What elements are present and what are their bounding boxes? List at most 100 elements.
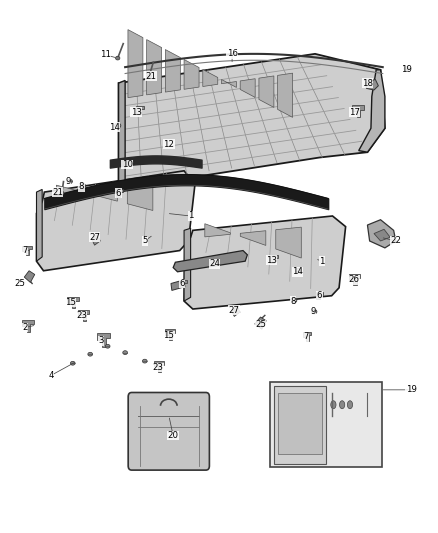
Polygon shape [166,50,180,92]
Text: 7: 7 [22,246,28,255]
Text: 3: 3 [99,336,104,345]
Text: 27: 27 [89,233,100,242]
Text: 17: 17 [349,108,360,117]
Ellipse shape [147,74,151,78]
Polygon shape [270,255,278,263]
Text: 25: 25 [15,279,26,288]
Polygon shape [352,106,364,117]
Text: 26: 26 [349,275,360,284]
Polygon shape [153,361,164,372]
Polygon shape [374,229,390,241]
Ellipse shape [311,310,317,314]
Polygon shape [203,69,218,86]
Text: 12: 12 [163,140,174,149]
Text: 14: 14 [292,268,303,276]
Text: 19: 19 [401,66,412,74]
Polygon shape [92,235,100,245]
Polygon shape [92,191,117,201]
FancyBboxPatch shape [274,386,326,464]
Polygon shape [36,171,195,271]
Text: 19: 19 [406,385,417,394]
Ellipse shape [339,401,345,409]
Polygon shape [255,317,266,329]
Text: 1: 1 [319,257,325,265]
Ellipse shape [67,179,72,184]
Ellipse shape [347,401,353,409]
Text: 10: 10 [122,160,133,169]
Text: 24: 24 [209,260,220,268]
Ellipse shape [123,351,127,354]
Text: 15: 15 [163,331,174,340]
Ellipse shape [404,67,410,71]
Text: 2: 2 [22,323,28,332]
Polygon shape [171,280,185,290]
Polygon shape [184,60,199,90]
Ellipse shape [295,268,302,273]
Polygon shape [21,320,34,333]
Polygon shape [278,393,321,454]
Polygon shape [240,79,255,98]
Polygon shape [231,306,240,317]
Ellipse shape [116,56,120,60]
Text: 21: 21 [146,71,157,80]
Polygon shape [367,220,396,248]
Text: 9: 9 [66,177,71,186]
Text: 6: 6 [179,279,185,288]
Ellipse shape [115,123,121,128]
Polygon shape [22,246,32,255]
Text: 5: 5 [142,237,148,246]
Text: 15: 15 [65,298,76,307]
FancyBboxPatch shape [270,382,382,467]
Polygon shape [24,271,35,282]
Text: 6: 6 [317,291,322,300]
Polygon shape [137,106,145,114]
Text: 7: 7 [304,332,309,341]
Polygon shape [116,189,124,197]
Polygon shape [57,185,82,200]
Polygon shape [365,79,378,90]
Ellipse shape [331,401,336,409]
Ellipse shape [71,361,75,365]
Text: 6: 6 [116,189,121,198]
Polygon shape [316,292,323,300]
Polygon shape [259,76,274,108]
Polygon shape [180,280,187,287]
Polygon shape [119,54,385,188]
Text: 16: 16 [226,50,237,58]
Polygon shape [240,231,266,245]
Polygon shape [127,186,153,211]
Text: 8: 8 [290,296,296,305]
Text: 13: 13 [131,108,141,117]
Polygon shape [165,329,175,340]
Text: 13: 13 [266,256,277,264]
Ellipse shape [291,298,297,303]
Polygon shape [78,310,89,321]
Text: 14: 14 [109,123,120,132]
Text: 27: 27 [229,305,240,314]
Polygon shape [173,251,247,272]
Text: 21: 21 [52,188,63,197]
Polygon shape [276,227,301,258]
Polygon shape [278,73,293,117]
Text: 25: 25 [255,320,266,329]
Polygon shape [359,70,385,152]
Text: 23: 23 [76,311,87,320]
Text: 4: 4 [48,371,53,380]
Text: 20: 20 [168,431,179,440]
Ellipse shape [60,191,64,195]
Polygon shape [119,80,125,181]
Polygon shape [205,224,230,237]
Ellipse shape [142,359,147,363]
Polygon shape [36,189,42,261]
Ellipse shape [80,183,85,188]
Polygon shape [147,39,162,95]
Ellipse shape [105,344,110,348]
Polygon shape [128,30,143,98]
Text: 22: 22 [390,237,401,246]
Polygon shape [67,297,79,309]
Polygon shape [97,333,110,346]
Polygon shape [303,333,311,341]
Polygon shape [184,216,346,309]
FancyBboxPatch shape [128,392,209,470]
Text: 1: 1 [188,212,193,221]
